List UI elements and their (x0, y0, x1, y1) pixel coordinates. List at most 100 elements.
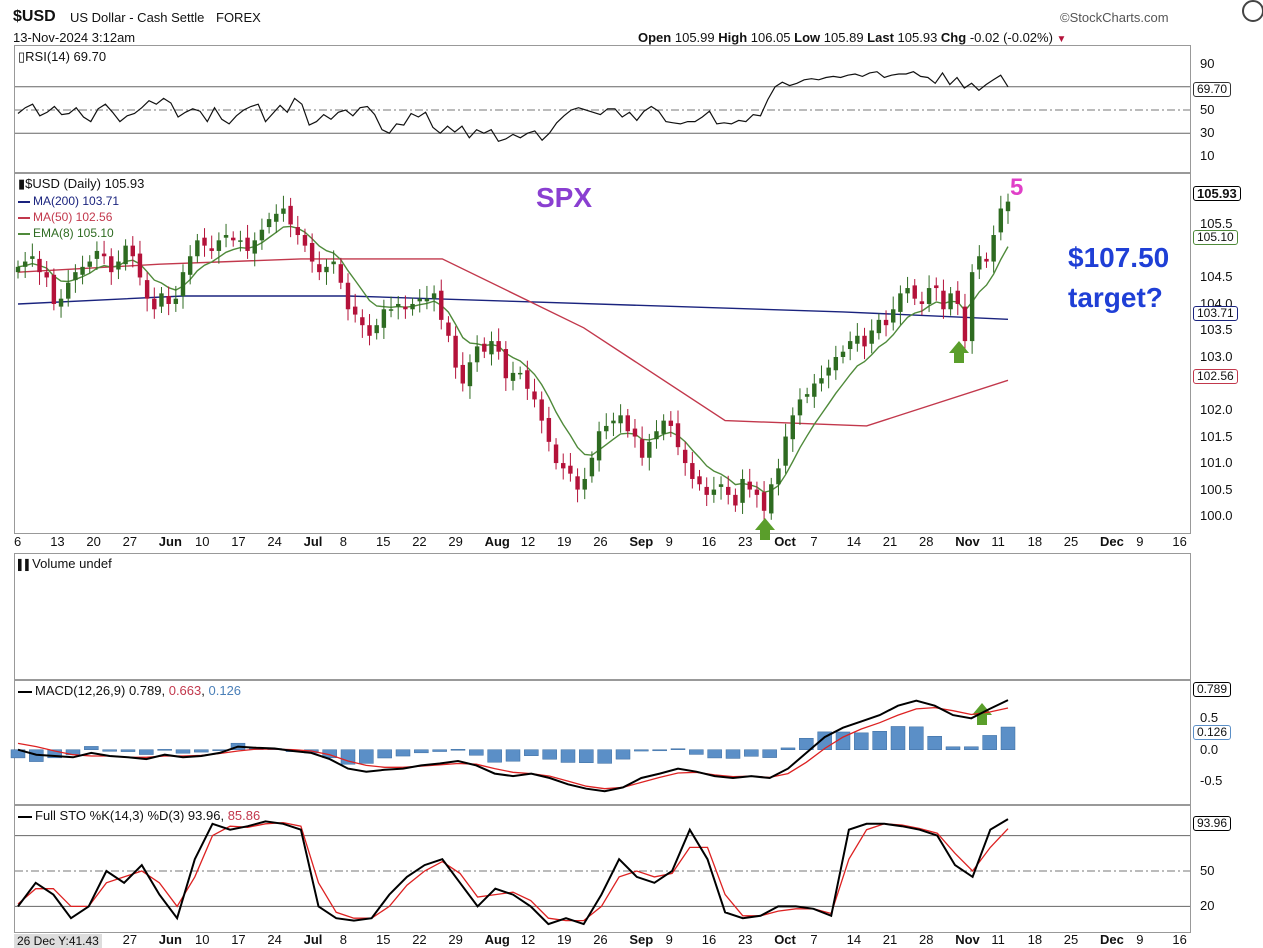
x-axis-label: 16 (701, 932, 717, 947)
macd-histogram-bar (524, 749, 539, 756)
x-axis-label: 19 (557, 932, 572, 947)
x-axis-label: Jul (303, 932, 323, 947)
candle-body (216, 240, 222, 251)
ema8-last-tag: 105.10 (1193, 230, 1238, 245)
candle-body (553, 444, 559, 464)
macd-histogram-bar (359, 749, 374, 764)
candle-body (847, 341, 853, 350)
candle-body (704, 486, 709, 495)
macd-histogram-bar (744, 749, 759, 757)
candle-body (754, 489, 760, 495)
candle-body (568, 465, 573, 474)
candle-body (87, 261, 92, 267)
price-legend: ▮$USD (Daily) 105.93 (18, 176, 145, 191)
macd-histogram-bar (505, 749, 521, 762)
candle-body (611, 420, 616, 424)
macd-histogram-bar (84, 746, 99, 750)
candle-body (403, 306, 408, 310)
candle-body (812, 383, 817, 397)
candle-body (819, 378, 824, 384)
candle-body (259, 229, 265, 241)
macd-histogram-bar (707, 749, 722, 759)
candle-body (482, 343, 487, 352)
x-axis-label: 21 (882, 534, 898, 549)
x-axis-label: 19 (557, 534, 572, 549)
macd-histogram-bar (560, 749, 576, 763)
x-axis-label: 9 (665, 534, 673, 549)
x-axis-label: 16 (1172, 932, 1187, 947)
x-axis-label: Nov (955, 534, 980, 549)
x-axis-label: 7 (810, 534, 818, 549)
macd-tick-label: 0.5 (1200, 710, 1219, 726)
candle-icon: ▮ (18, 176, 26, 191)
price-tick-label: 102.0 (1200, 402, 1233, 418)
candle-body (898, 293, 903, 312)
x-axis-label: 12 (520, 534, 536, 549)
x-axis-label: 7 (810, 932, 818, 947)
candle-body (123, 245, 128, 265)
ema8-legend: EMA(8) 105.10 (18, 226, 114, 240)
candle-body (955, 290, 960, 304)
candle-body (926, 288, 932, 304)
candle-body (726, 486, 731, 495)
candle-body (374, 325, 379, 334)
macd-tick-label: 0.0 (1200, 741, 1219, 757)
x-axis-label: Nov (955, 932, 980, 947)
volume-panel (14, 553, 1191, 680)
macd-tick-label: -0.5 (1200, 773, 1223, 789)
macd-histogram-bar (120, 749, 136, 752)
macd-histogram-bar (450, 749, 466, 751)
candle-body (941, 290, 946, 310)
candle-body (15, 266, 21, 273)
x-axis-label: 10 (195, 932, 210, 947)
candle-body (324, 266, 329, 273)
candle-body (295, 227, 300, 236)
candle-body (596, 431, 602, 461)
candle-body (905, 288, 910, 294)
candle-body (711, 489, 717, 495)
x-axis-label: Sep (629, 932, 654, 947)
up-arrow-icon (755, 518, 775, 540)
candle-body (453, 335, 458, 368)
candle-body (388, 309, 394, 311)
macd-histogram-bar (615, 749, 631, 760)
bar-chart-icon: ▌▌ (18, 560, 33, 571)
macd-histogram-bar (395, 749, 411, 757)
candle-body (166, 296, 171, 304)
candle-body (439, 290, 444, 320)
macd-histogram-bar (414, 749, 429, 754)
candle-body (195, 240, 200, 257)
candle-body (618, 415, 623, 424)
macd-histogram-bar (964, 746, 979, 750)
macd-histogram-bar (432, 749, 447, 752)
candle-body (396, 303, 401, 307)
price-tick-label: 101.5 (1200, 428, 1233, 444)
macd-histogram-bar (469, 749, 484, 756)
candle-body (345, 282, 351, 310)
x-axis-label: Jun (158, 932, 182, 947)
price-tick-label: 103.5 (1200, 322, 1233, 338)
macd-histogram-bar (927, 736, 942, 750)
x-axis-label: 27 (122, 534, 138, 549)
volume-legend: ▌▌Volume undef (18, 556, 112, 571)
macd-histogram-bar (1000, 726, 1016, 750)
candle-body (840, 351, 846, 357)
candle-body (740, 478, 745, 503)
macd-histogram-bar (872, 731, 887, 750)
macd-histogram-bar (542, 749, 557, 760)
candle-body (22, 261, 28, 267)
x-axis-label: 9 (1136, 932, 1144, 947)
macd-histogram-bar (157, 749, 172, 751)
candle-body (94, 250, 100, 259)
x-axis-label: 11 (991, 932, 1005, 947)
cursor-readout: 26 Dec Y:41.43 (14, 934, 102, 948)
candle-body (187, 256, 193, 275)
sto-k-line (17, 818, 1009, 926)
candle-body (51, 274, 57, 304)
candle-body (561, 463, 566, 469)
candle-body (231, 237, 236, 241)
candle-body (144, 280, 150, 299)
candle-body (44, 272, 49, 278)
candle-body (690, 463, 695, 479)
